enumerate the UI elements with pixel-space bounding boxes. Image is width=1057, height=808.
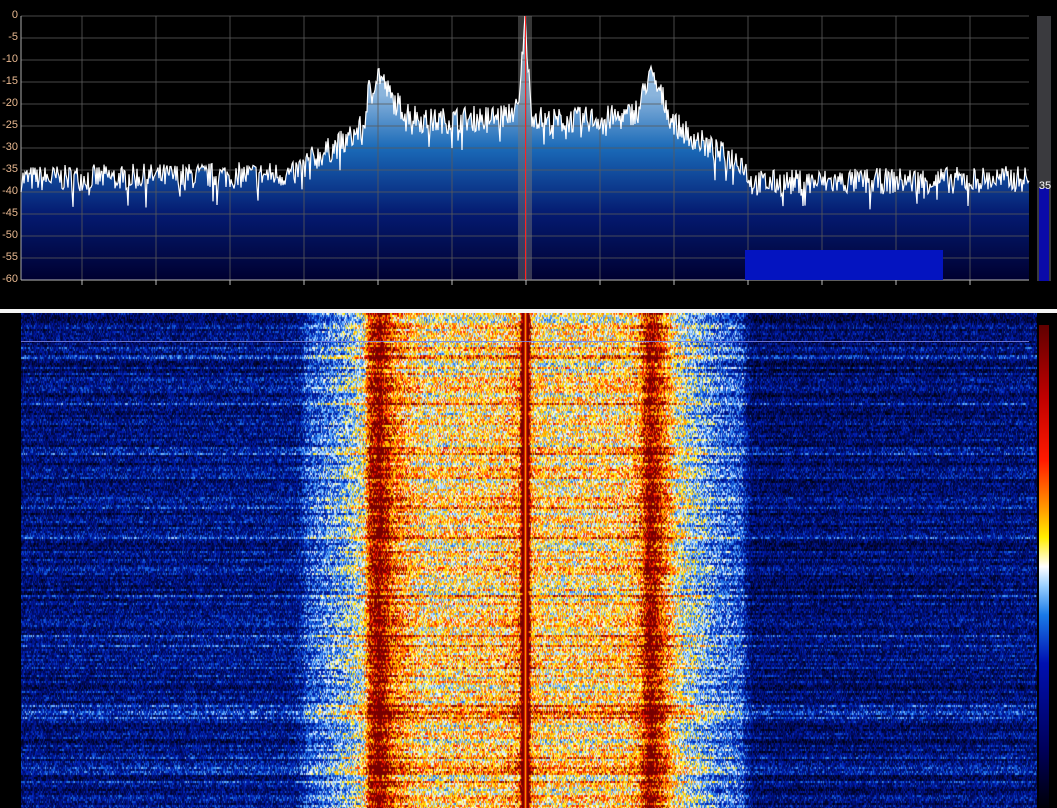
- y-axis-label: -55: [2, 251, 18, 263]
- gain-value: 35: [1038, 180, 1052, 193]
- y-axis-label: -35: [2, 163, 18, 175]
- waterfall-time-marker: [21, 341, 1029, 342]
- panel-splitter[interactable]: [0, 309, 1057, 313]
- y-axis-label: -10: [2, 53, 18, 65]
- y-axis-label: -40: [2, 185, 18, 197]
- y-axis-label: -25: [2, 119, 18, 131]
- y-axis-label: -20: [2, 97, 18, 109]
- spectrum-plot[interactable]: [0, 0, 1057, 300]
- spectrum-panel[interactable]: 0 -5 -10 -15 -20 -25 -30 -35 -40 -45 -50 -55 -60: [0, 0, 1057, 300]
- y-axis-label: -30: [2, 141, 18, 153]
- y-axis-label: 0: [11, 9, 18, 21]
- y-axis-label: -45: [2, 207, 18, 219]
- y-axis-label: -60: [2, 273, 18, 285]
- y-axis-label: -50: [2, 229, 18, 241]
- y-axis-label: -15: [2, 75, 18, 87]
- signal-overlay-block: [745, 250, 943, 280]
- gain-level-fill: [1039, 188, 1049, 281]
- waterfall-display[interactable]: [21, 313, 1037, 808]
- waterfall-colorbar: [1039, 325, 1049, 808]
- gain-slider[interactable]: [1037, 16, 1051, 281]
- y-axis-label: -5: [8, 31, 18, 43]
